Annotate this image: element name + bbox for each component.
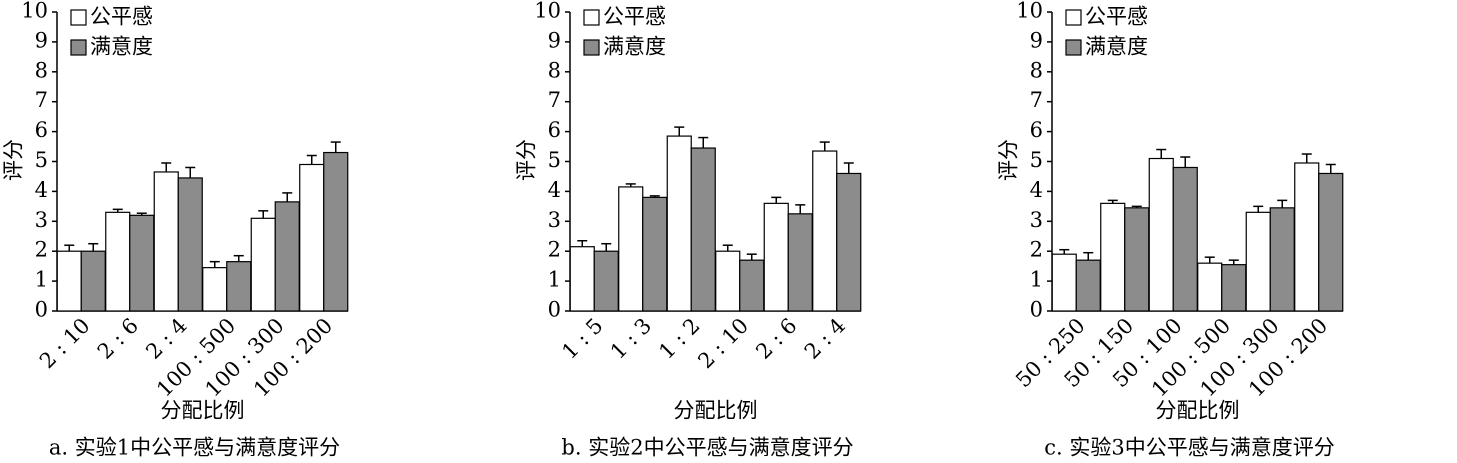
bar [715, 250, 741, 312]
y-tick-label: 7 [548, 88, 561, 112]
bar [1148, 157, 1174, 312]
y-tick-label: 4 [1030, 178, 1043, 202]
y-tick-label: 5 [548, 148, 561, 172]
y-tick-label: 0 [548, 298, 561, 322]
x-tick-label: 2 : 10 [35, 313, 95, 373]
x-axis-label: 分配比例 [674, 399, 758, 423]
bar [690, 147, 716, 312]
legend-label: 满意度 [90, 35, 153, 59]
bar [739, 259, 765, 312]
x-axis-label: 分配比例 [1156, 399, 1240, 423]
y-tick-label: 8 [35, 58, 48, 82]
bar [666, 135, 692, 312]
bar [1051, 253, 1077, 312]
y-tick-label: 6 [35, 118, 48, 142]
legend-swatch [70, 9, 87, 26]
x-tick-label: 2 : 6 [93, 313, 143, 363]
y-tick-label: 6 [1030, 118, 1043, 142]
legend-swatch [1065, 9, 1082, 26]
y-tick-label: 4 [35, 178, 48, 202]
y-tick-label: 8 [548, 58, 561, 82]
y-tick-label: 7 [1030, 88, 1043, 112]
bar [1197, 262, 1223, 312]
legend-swatch [1065, 39, 1082, 56]
y-tick-label: 3 [548, 208, 561, 232]
bar [250, 217, 276, 312]
legend-swatch [70, 39, 87, 56]
y-tick-label: 0 [35, 298, 48, 322]
y-tick-label: 1 [35, 268, 48, 292]
y-tick-label: 9 [1030, 28, 1043, 52]
bar [1221, 264, 1247, 312]
bar [1172, 166, 1198, 312]
legend-label: 满意度 [1085, 35, 1148, 59]
y-tick-label: 10 [1016, 0, 1043, 23]
y-tick-label: 2 [35, 238, 48, 262]
bar [1100, 202, 1126, 312]
bar [1075, 259, 1101, 312]
y-axis-label: 评分 [997, 139, 1021, 181]
bar [274, 201, 300, 312]
y-tick-label: 5 [35, 148, 48, 172]
y-tick-label: 8 [1030, 58, 1043, 82]
y-tick-label: 4 [548, 178, 561, 202]
bar [1318, 172, 1344, 312]
legend-swatch [583, 39, 600, 56]
bar [1269, 207, 1295, 312]
x-tick-label: 2 : 10 [693, 313, 753, 373]
caption: a. 实验1中公平感与满意度评分 [49, 436, 340, 460]
bar [593, 250, 619, 312]
y-tick-label: 10 [21, 0, 48, 23]
y-tick-label: 1 [1030, 268, 1043, 292]
y-tick-label: 7 [35, 88, 48, 112]
legend-label: 公平感 [603, 5, 666, 29]
x-axis-label: 分配比例 [161, 399, 245, 423]
bar [80, 250, 106, 312]
bar [226, 261, 252, 312]
bar [836, 172, 862, 312]
legend-label: 满意度 [603, 35, 666, 59]
bar [105, 211, 131, 312]
legend-label: 公平感 [1085, 5, 1148, 29]
bar [1245, 211, 1271, 312]
y-tick-label: 3 [1030, 208, 1043, 232]
y-tick-label: 6 [548, 118, 561, 142]
y-axis-label: 评分 [2, 139, 26, 181]
bar [56, 250, 82, 312]
y-tick-label: 0 [1030, 298, 1043, 322]
y-tick-label: 5 [1030, 148, 1043, 172]
x-tick-label: 1 : 5 [557, 313, 607, 363]
bar [763, 202, 789, 312]
bar [787, 213, 813, 312]
x-tick-label: 2 : 6 [751, 313, 801, 363]
y-tick-label: 9 [548, 28, 561, 52]
bar [1124, 207, 1150, 312]
x-tick-label: 2 : 4 [800, 313, 850, 363]
bar [642, 196, 668, 312]
legend-swatch [583, 9, 600, 26]
bar [569, 246, 595, 312]
x-tick-label: 1 : 3 [606, 313, 656, 363]
y-tick-label: 3 [35, 208, 48, 232]
bar [202, 267, 228, 312]
legend-label: 公平感 [90, 5, 153, 29]
bar [618, 186, 644, 312]
bar [299, 163, 325, 312]
y-tick-label: 9 [35, 28, 48, 52]
y-tick-label: 2 [1030, 238, 1043, 262]
y-tick-label: 1 [548, 268, 561, 292]
y-axis-label: 评分 [515, 139, 539, 181]
bar [812, 150, 838, 312]
bar [177, 177, 203, 312]
bar [153, 171, 179, 312]
caption: b. 实验2中公平感与满意度评分 [561, 436, 853, 460]
bar [1294, 162, 1320, 312]
bar [323, 151, 349, 312]
y-tick-label: 10 [534, 0, 561, 23]
caption: c. 实验3中公平感与满意度评分 [1044, 436, 1334, 460]
y-tick-label: 2 [548, 238, 561, 262]
bar [129, 214, 155, 312]
